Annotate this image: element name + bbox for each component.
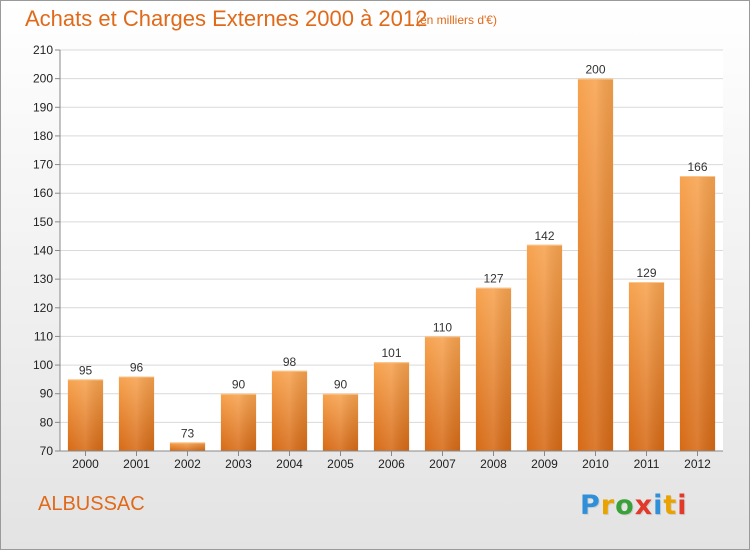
x-tick-label: 2000	[72, 457, 99, 471]
data-label: 200	[585, 63, 605, 77]
x-tick-label: 2004	[276, 457, 303, 471]
data-label: 96	[130, 361, 144, 375]
data-label: 98	[283, 355, 297, 369]
logo-letter: P	[580, 490, 601, 521]
bar-shine	[271, 370, 308, 451]
commune-name: ALBUSSAC	[38, 493, 145, 515]
y-tick-label: 210	[33, 43, 53, 57]
bar-shine	[475, 287, 512, 451]
y-tick-label: 160	[33, 186, 53, 200]
x-tick-label: 2009	[531, 457, 558, 471]
y-tick-label: 180	[33, 129, 53, 143]
y-tick-label: 150	[33, 215, 53, 229]
data-label: 90	[334, 378, 348, 392]
chart-subtitle: (en milliers d'€)	[416, 13, 497, 27]
logo-letter: i	[677, 490, 688, 521]
logo-letter: i	[653, 490, 664, 521]
data-label: 90	[232, 378, 246, 392]
data-label: 166	[687, 160, 707, 174]
x-tick-label: 2001	[123, 457, 150, 471]
y-tick-label: 130	[33, 272, 53, 286]
y-tick-label: 200	[33, 72, 53, 86]
y-tick-label: 100	[33, 358, 53, 372]
x-tick-label: 2010	[582, 457, 609, 471]
bar-shine	[679, 176, 716, 451]
bar-shine	[67, 379, 104, 451]
data-label: 129	[636, 266, 656, 280]
bar-shine	[424, 336, 461, 451]
y-tick-label: 140	[33, 244, 53, 258]
bar-shine	[373, 362, 410, 451]
bar-shine	[118, 376, 155, 451]
data-label: 127	[483, 272, 503, 286]
proxiti-logo: Proxiti	[580, 490, 688, 521]
x-tick-label: 2007	[429, 457, 456, 471]
logo-letter: r	[600, 490, 616, 521]
x-tick-label: 2011	[634, 457, 660, 471]
x-tick-label: 2003	[225, 457, 252, 471]
x-tick-label: 2006	[378, 457, 405, 471]
logo-letter: x	[634, 490, 654, 521]
bar-shine	[628, 282, 665, 451]
logo-letter: o	[615, 490, 635, 521]
bar-shine	[526, 244, 563, 451]
data-label: 101	[381, 346, 401, 360]
y-tick-label: 120	[33, 301, 53, 315]
data-label: 73	[181, 426, 195, 440]
y-tick-label: 90	[40, 387, 54, 401]
bar-shine	[577, 78, 614, 452]
x-tick-label: 2005	[327, 457, 354, 471]
x-tick-label: 2008	[480, 457, 507, 471]
bar-shine	[220, 393, 257, 451]
y-tick-label: 190	[33, 100, 53, 114]
bar-shine	[169, 442, 206, 451]
y-tick-label: 110	[34, 329, 53, 343]
x-tick-label: 2002	[174, 457, 201, 471]
chart-title: Achats et Charges Externes 2000 à 2012	[25, 6, 428, 31]
logo-letter: t	[663, 490, 678, 521]
data-label: 142	[534, 229, 554, 243]
data-label: 110	[433, 320, 452, 334]
data-label: 95	[79, 363, 93, 377]
y-tick-label: 170	[33, 158, 53, 172]
bar-shine	[322, 393, 359, 451]
x-tick-label: 2012	[684, 457, 711, 471]
y-tick-label: 70	[40, 444, 54, 458]
y-tick-label: 80	[40, 415, 54, 429]
